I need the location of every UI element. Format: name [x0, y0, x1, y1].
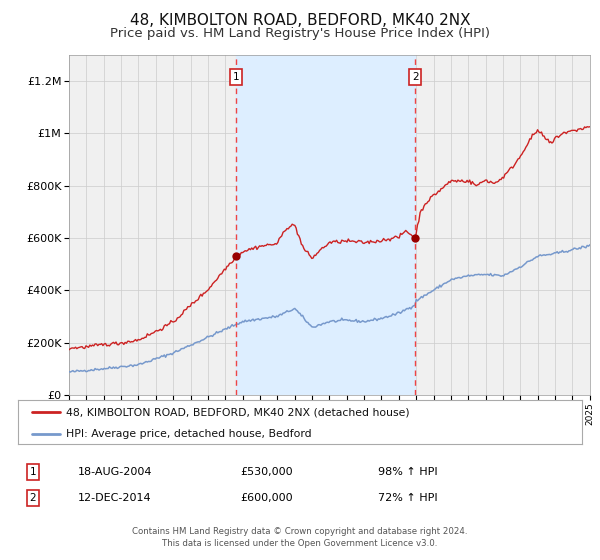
Text: 2: 2: [412, 72, 419, 82]
Text: 1: 1: [233, 72, 239, 82]
Text: 12-DEC-2014: 12-DEC-2014: [78, 493, 152, 503]
Text: Price paid vs. HM Land Registry's House Price Index (HPI): Price paid vs. HM Land Registry's House …: [110, 27, 490, 40]
Text: 18-AUG-2004: 18-AUG-2004: [78, 467, 152, 477]
Text: 48, KIMBOLTON ROAD, BEDFORD, MK40 2NX (detached house): 48, KIMBOLTON ROAD, BEDFORD, MK40 2NX (d…: [66, 407, 410, 417]
Text: £600,000: £600,000: [240, 493, 293, 503]
Text: HPI: Average price, detached house, Bedford: HPI: Average price, detached house, Bedf…: [66, 429, 311, 439]
Text: 1: 1: [29, 467, 37, 477]
Text: 98% ↑ HPI: 98% ↑ HPI: [378, 467, 437, 477]
Bar: [236, 55, 415, 395]
Text: £530,000: £530,000: [240, 467, 293, 477]
Text: 48, KIMBOLTON ROAD, BEDFORD, MK40 2NX: 48, KIMBOLTON ROAD, BEDFORD, MK40 2NX: [130, 13, 470, 28]
Text: 2: 2: [29, 493, 37, 503]
Text: Contains HM Land Registry data © Crown copyright and database right 2024.
This d: Contains HM Land Registry data © Crown c…: [132, 527, 468, 548]
Text: 72% ↑ HPI: 72% ↑ HPI: [378, 493, 437, 503]
